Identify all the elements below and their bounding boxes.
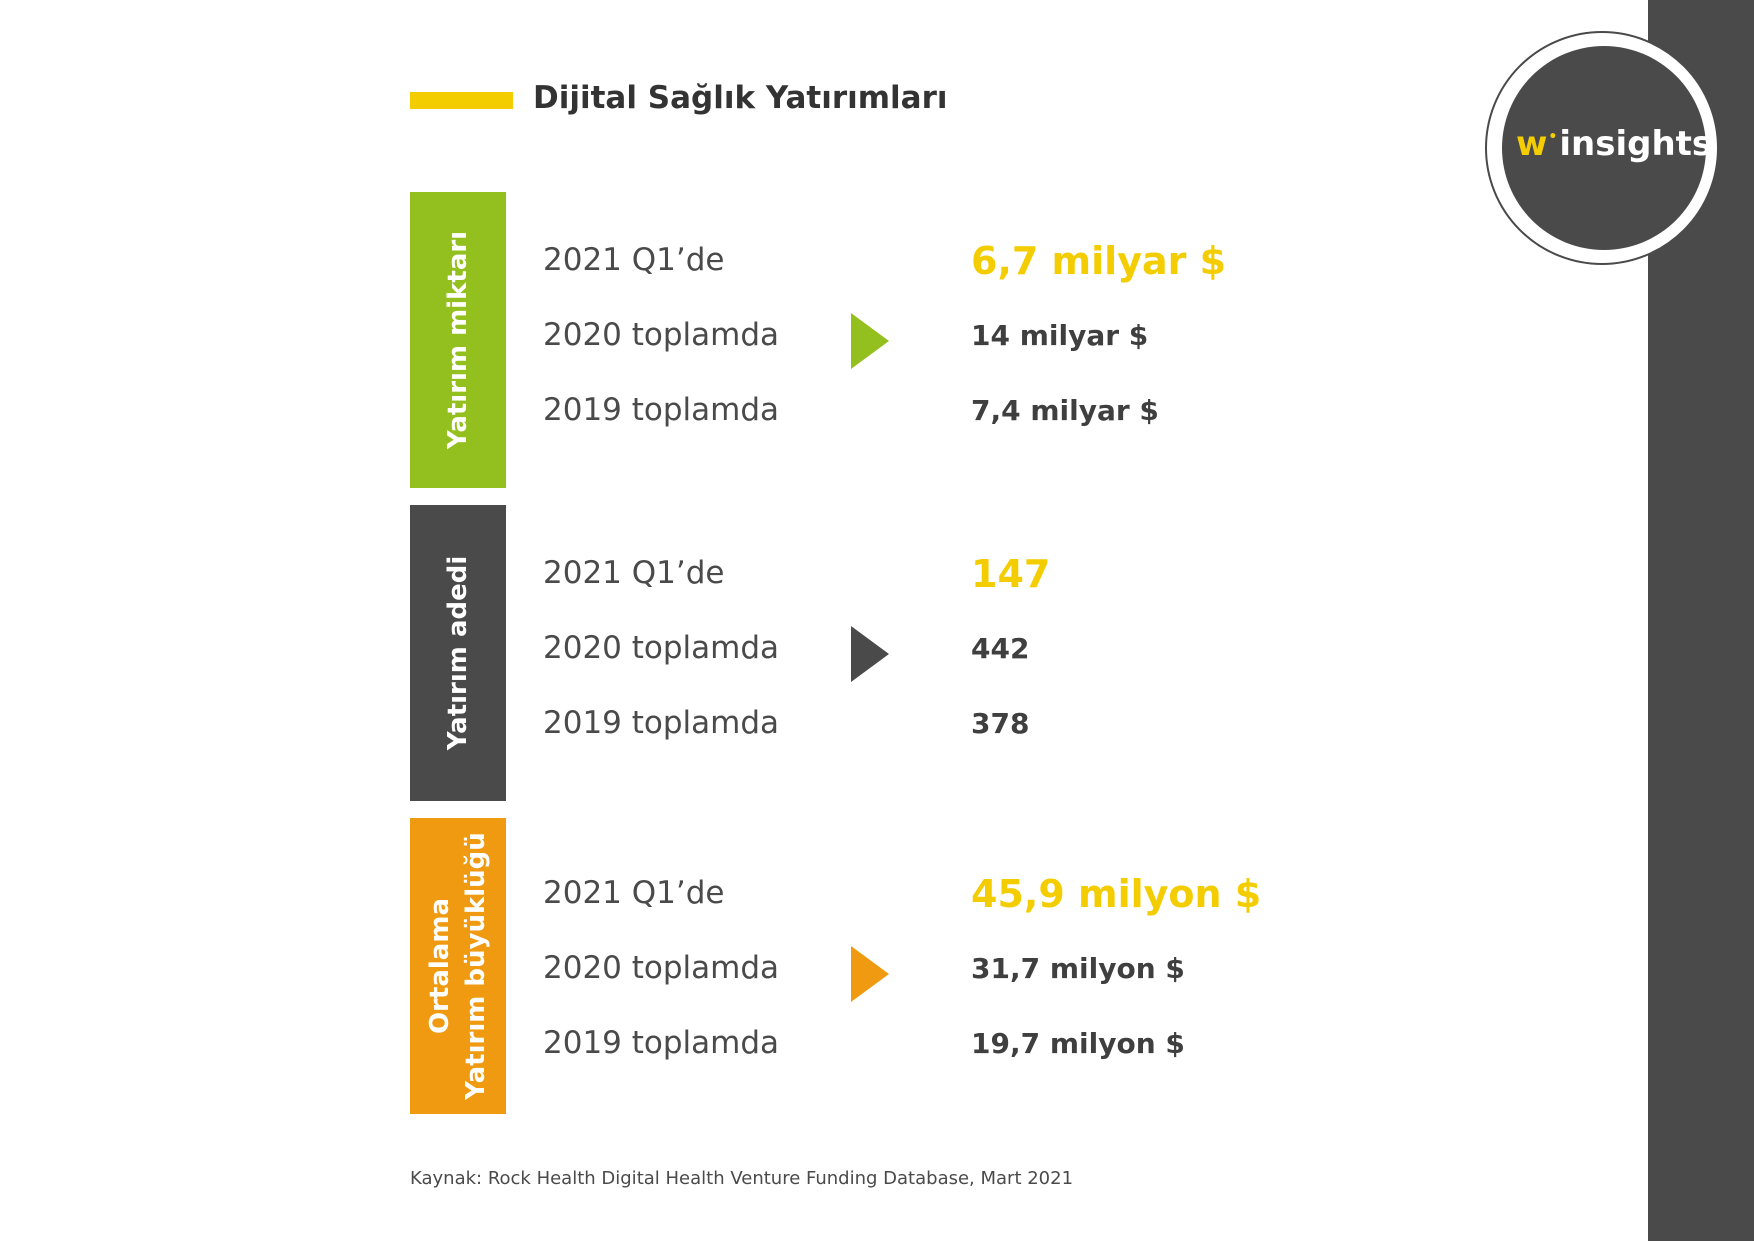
block-label-line: Yatırım miktarı bbox=[443, 230, 473, 450]
row-value: 378 bbox=[971, 707, 1030, 740]
row-value-highlight: 45,9 milyon $ bbox=[971, 872, 1262, 916]
row-value: 14 milyar $ bbox=[971, 319, 1149, 352]
row-value: 442 bbox=[971, 632, 1030, 665]
row-value-highlight: 147 bbox=[971, 552, 1051, 596]
block-label: Yatırım adedi bbox=[440, 556, 476, 751]
block-label-box: Ortalama Yatırım büyüklüğü bbox=[410, 818, 506, 1114]
logo-disc bbox=[1502, 46, 1706, 250]
block-label-box: Yatırım adedi bbox=[410, 505, 506, 801]
row-label: 2020 toplamda bbox=[543, 630, 780, 666]
row-label: 2020 toplamda bbox=[543, 317, 780, 353]
block-label: Yatırım miktarı bbox=[440, 231, 476, 449]
block-label-line: Yatırım büyüklüğü bbox=[461, 832, 491, 1100]
row-label: 2019 toplamda bbox=[543, 1025, 780, 1061]
row-label: 2021 Q1’de bbox=[543, 875, 725, 911]
row-value-highlight: 6,7 milyar $ bbox=[971, 239, 1227, 283]
logo-dot: • bbox=[1548, 129, 1558, 145]
row-label: 2019 toplamda bbox=[543, 705, 780, 741]
investment-amount-block: Yatırım miktarı 2021 Q1’de 2020 toplamda… bbox=[410, 192, 1270, 488]
arrow-right-icon bbox=[851, 313, 889, 369]
row-label: 2020 toplamda bbox=[543, 950, 780, 986]
average-size-block: Ortalama Yatırım büyüklüğü 2021 Q1’de 20… bbox=[410, 818, 1270, 1114]
row-value: 7,4 milyar $ bbox=[971, 394, 1159, 427]
row-label: 2021 Q1’de bbox=[543, 242, 725, 278]
arrow-right-icon bbox=[851, 626, 889, 682]
row-label: 2021 Q1’de bbox=[543, 555, 725, 591]
block-label-box: Yatırım miktarı bbox=[410, 192, 506, 488]
investment-count-block: Yatırım adedi 2021 Q1’de 2020 toplamda 2… bbox=[410, 505, 1270, 801]
row-value: 19,7 milyon $ bbox=[971, 1027, 1185, 1060]
source-note: Kaynak: Rock Health Digital Health Ventu… bbox=[410, 1168, 1074, 1189]
logo-w: w bbox=[1516, 124, 1548, 164]
page-title: Dijital Sağlık Yatırımları bbox=[533, 80, 948, 116]
row-value: 31,7 milyon $ bbox=[971, 952, 1185, 985]
block-label: Ortalama Yatırım büyüklüğü bbox=[422, 832, 494, 1100]
block-label-line: Yatırım adedi bbox=[443, 555, 473, 751]
logo-word: insights bbox=[1559, 124, 1713, 164]
block-label-line: Ortalama bbox=[425, 898, 455, 1034]
arrow-right-icon bbox=[851, 946, 889, 1002]
winsights-logo: w•insights bbox=[1516, 124, 1712, 164]
row-label: 2019 toplamda bbox=[543, 392, 780, 428]
title-accent-bar bbox=[410, 92, 513, 109]
